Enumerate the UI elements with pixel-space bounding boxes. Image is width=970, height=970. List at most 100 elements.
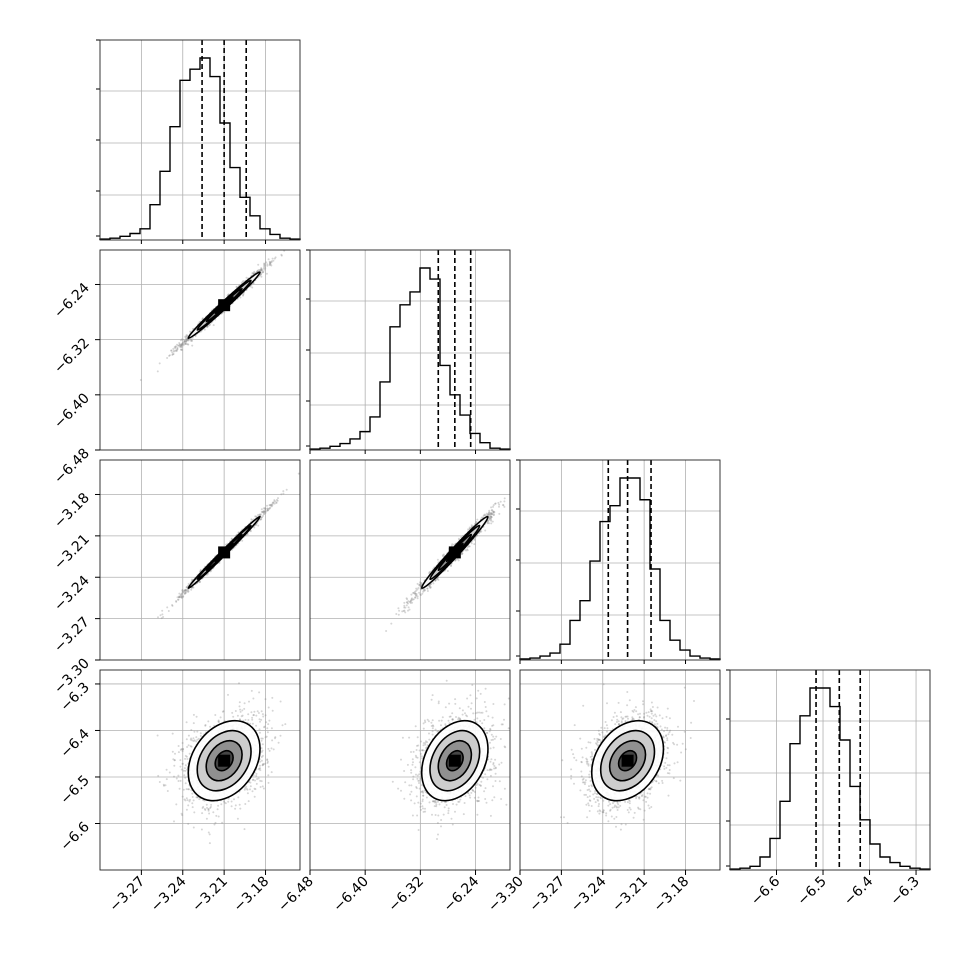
sample-point bbox=[176, 349, 178, 352]
sample-point bbox=[266, 263, 269, 266]
sample-point bbox=[218, 561, 221, 564]
sample-point bbox=[181, 344, 183, 346]
sample-point bbox=[253, 526, 256, 529]
sample-point bbox=[255, 724, 258, 727]
sample-point bbox=[415, 594, 418, 597]
sample-point bbox=[185, 337, 188, 340]
sample-point bbox=[272, 259, 275, 262]
sample-point bbox=[182, 590, 185, 593]
sample-point bbox=[403, 609, 406, 612]
sample-point bbox=[422, 590, 425, 593]
density-peak bbox=[218, 299, 231, 312]
sample-point bbox=[187, 343, 190, 346]
sample-point bbox=[260, 275, 263, 278]
sample-point bbox=[180, 595, 183, 598]
sample-point bbox=[432, 582, 435, 585]
histogram-step-line bbox=[99, 57, 301, 240]
sample-point bbox=[223, 311, 226, 314]
sample-point bbox=[418, 584, 421, 587]
sample-point bbox=[419, 581, 422, 584]
sample-point bbox=[285, 488, 288, 491]
sample-point bbox=[258, 269, 261, 271]
sample-point bbox=[408, 601, 411, 603]
sample-point bbox=[488, 511, 491, 514]
sample-point bbox=[168, 354, 171, 357]
sample-point bbox=[397, 613, 400, 616]
sample-point bbox=[429, 587, 432, 589]
sample-point bbox=[171, 604, 174, 607]
sample-point bbox=[176, 348, 179, 351]
sample-point bbox=[263, 510, 266, 513]
sample-point bbox=[409, 600, 412, 602]
sample-point bbox=[183, 589, 186, 592]
sample-point bbox=[191, 344, 194, 347]
sample-point bbox=[267, 509, 270, 512]
sample-point bbox=[185, 343, 188, 345]
sample-point bbox=[404, 611, 407, 614]
sample-point bbox=[414, 594, 417, 597]
sample-point bbox=[406, 601, 409, 604]
sample-point bbox=[502, 504, 505, 507]
sample-point bbox=[419, 583, 422, 586]
sample-point bbox=[186, 338, 189, 341]
sample-point bbox=[385, 630, 388, 632]
sample-point bbox=[258, 518, 261, 521]
sample-point bbox=[182, 596, 185, 598]
sample-point bbox=[201, 812, 204, 815]
sample-point bbox=[176, 346, 179, 349]
sample-point bbox=[498, 512, 501, 515]
sample-point bbox=[186, 758, 189, 760]
sample-point bbox=[273, 502, 276, 505]
sample-point bbox=[485, 512, 488, 515]
sample-point bbox=[266, 760, 269, 763]
sample-point bbox=[258, 691, 261, 694]
sample-point bbox=[187, 590, 190, 593]
sample-point bbox=[262, 763, 265, 766]
sample-point bbox=[266, 507, 269, 510]
sample-point bbox=[181, 814, 184, 817]
sample-point bbox=[190, 588, 193, 591]
sample-point bbox=[179, 596, 182, 599]
sample-point bbox=[460, 553, 463, 556]
sample-point bbox=[456, 558, 459, 561]
sample-point bbox=[424, 589, 427, 592]
sample-point bbox=[263, 512, 266, 515]
sample-point bbox=[257, 524, 260, 527]
sample-point bbox=[264, 267, 267, 270]
sample-point bbox=[434, 579, 437, 582]
sample-point bbox=[238, 701, 241, 704]
sample-point bbox=[251, 286, 254, 289]
sample-point bbox=[185, 340, 188, 343]
sample-point bbox=[241, 280, 244, 283]
sample-point bbox=[245, 276, 248, 279]
sample-point bbox=[487, 513, 489, 516]
sample-point bbox=[274, 500, 276, 503]
sample-point bbox=[268, 504, 271, 507]
sample-point bbox=[263, 510, 266, 513]
sample-point bbox=[198, 581, 201, 584]
sample-point bbox=[249, 785, 252, 788]
sample-point bbox=[190, 339, 193, 342]
sample-point bbox=[186, 335, 189, 338]
sample-point bbox=[180, 812, 183, 815]
sample-point bbox=[259, 731, 261, 734]
sample-point bbox=[258, 514, 261, 517]
sample-point bbox=[414, 596, 417, 599]
sample-point bbox=[269, 263, 272, 266]
sample-point bbox=[171, 351, 174, 354]
sample-point bbox=[180, 343, 183, 346]
sample-point bbox=[263, 263, 266, 265]
sample-point bbox=[171, 604, 174, 606]
sample-point bbox=[450, 564, 453, 567]
sample-point bbox=[183, 340, 186, 343]
sample-point bbox=[214, 714, 217, 716]
sample-point bbox=[239, 710, 242, 713]
sample-point bbox=[181, 590, 184, 593]
sample-point bbox=[250, 518, 253, 521]
density-peak bbox=[218, 546, 231, 559]
sample-point bbox=[491, 513, 494, 515]
histogram-step-line bbox=[729, 687, 931, 870]
sample-point bbox=[185, 589, 188, 592]
sample-point bbox=[166, 606, 169, 609]
